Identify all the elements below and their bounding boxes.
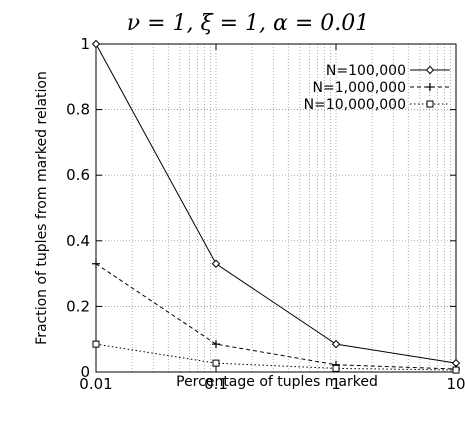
x-axis-label: Percentage of tuples marked — [176, 374, 378, 390]
data-point-diamond — [211, 259, 221, 268]
data-point-plus — [92, 259, 100, 268]
data-point-square — [426, 100, 434, 108]
series-line — [95, 263, 457, 370]
series-2 — [92, 259, 460, 374]
plot-frame — [95, 43, 457, 373]
x-tick-label: 0.01 — [79, 375, 112, 393]
data-point-diamond — [425, 65, 435, 75]
x-tick-label: 0.1 — [204, 375, 228, 393]
data-point-square — [212, 359, 220, 367]
series-lines — [91, 39, 461, 374]
legend-label: N=10,000,000 — [304, 97, 406, 113]
chart-title: ν = 1, ξ = 1, α = 0.01 — [127, 11, 370, 36]
data-point-square — [332, 364, 340, 372]
x-tick-label: 1 — [331, 375, 341, 393]
legend-item-3: N=10,000,000 — [304, 97, 450, 113]
y-tick-label: 0.2 — [66, 297, 90, 315]
grid — [95, 43, 457, 373]
y-tick-label: 0.8 — [66, 101, 90, 119]
tick-labels: 0.01 0.1 1 10 0 0.2 0.4 0.6 0.8 1 — [66, 35, 465, 393]
y-tick-label: 0 — [80, 363, 90, 381]
data-point-plus — [212, 340, 220, 349]
y-tick-label: 1 — [80, 35, 90, 53]
data-point-plus — [426, 83, 434, 91]
y-axis-label: Fraction of tuples from marked relation — [34, 71, 50, 345]
y-tick-label: 0.4 — [66, 232, 90, 250]
data-point-diamond — [331, 339, 341, 349]
x-tick-label: 10 — [446, 375, 465, 393]
series-1 — [91, 39, 461, 368]
data-point-square — [92, 340, 100, 348]
series-line — [95, 43, 457, 364]
legend-item-2: N=1,000,000 — [313, 80, 450, 96]
series-line — [95, 343, 457, 371]
legend-label: N=1,000,000 — [313, 80, 406, 96]
series-3 — [92, 340, 460, 374]
legend-item-1: N=100,000 — [326, 63, 450, 79]
legend-label: N=100,000 — [326, 63, 406, 79]
data-point-diamond — [91, 39, 101, 49]
data-point-square — [452, 366, 460, 374]
y-tick-label: 0.6 — [66, 166, 90, 184]
